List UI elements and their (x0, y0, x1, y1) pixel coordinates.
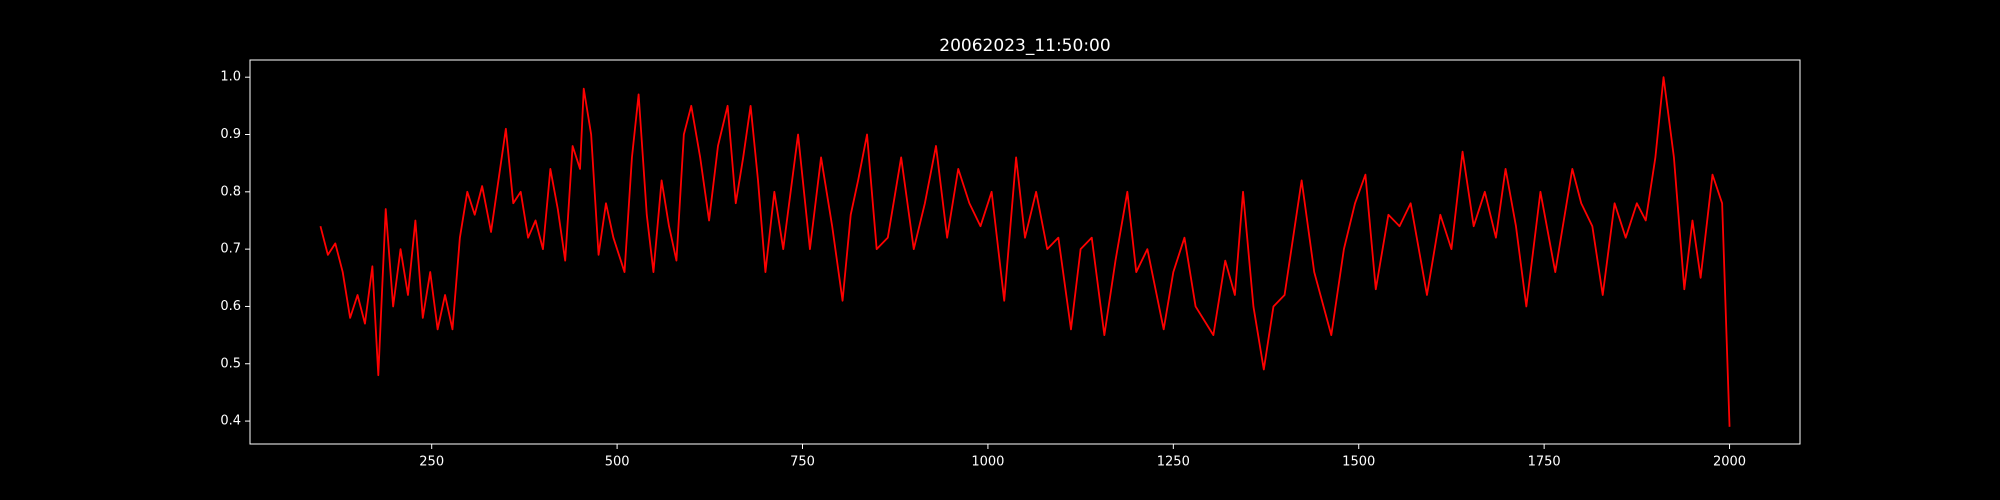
y-tick-label: 1.0 (220, 70, 241, 85)
x-tick-label: 750 (790, 455, 815, 470)
y-tick-label: 0.9 (220, 127, 241, 142)
x-tick-label: 250 (419, 455, 444, 470)
x-tick-label: 1500 (1342, 455, 1375, 470)
x-tick-label: 500 (605, 455, 630, 470)
x-tick-label: 2000 (1713, 455, 1746, 470)
y-tick-label: 0.6 (220, 299, 241, 314)
chart-title: 20062023_11:50:00 (939, 36, 1110, 56)
y-tick-label: 0.5 (220, 356, 241, 371)
x-tick-label: 1000 (971, 455, 1004, 470)
plot-frame (249, 59, 1801, 445)
x-tick-label: 1250 (1157, 455, 1190, 470)
y-tick-label: 0.7 (220, 242, 241, 257)
data-line (319, 76, 1731, 427)
y-tick-label: 0.8 (220, 184, 241, 199)
x-tick-label: 1750 (1528, 455, 1561, 470)
y-tick-label: 0.4 (220, 414, 241, 429)
